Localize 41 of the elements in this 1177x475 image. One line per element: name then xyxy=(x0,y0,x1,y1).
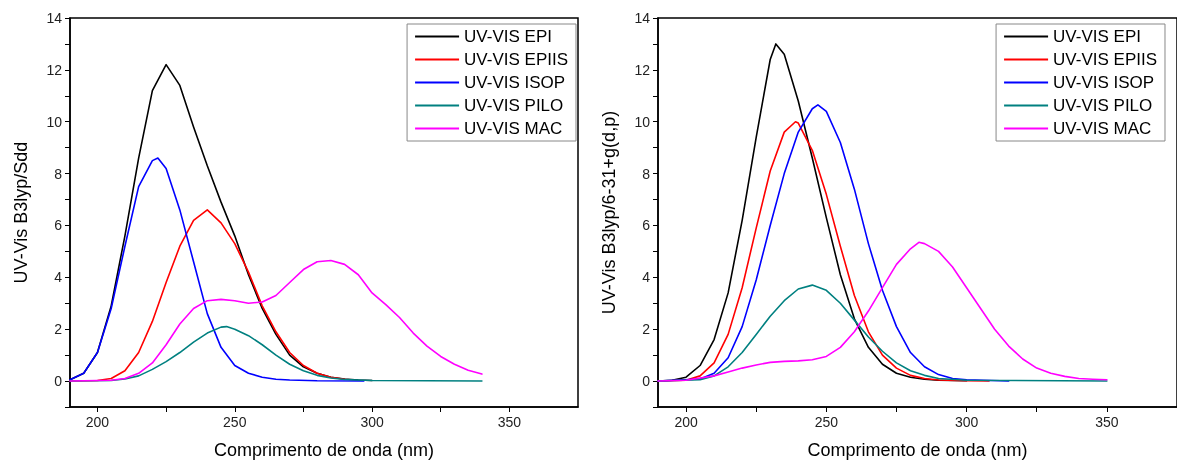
line-series xyxy=(69,259,483,382)
legend-label: UV-VIS MAC xyxy=(1053,119,1152,138)
line-series xyxy=(657,241,1108,382)
x-tick-label: 300 xyxy=(360,414,384,430)
y-tick-label: 4 xyxy=(54,269,63,286)
line-series xyxy=(69,157,365,382)
x-tick-label: 250 xyxy=(223,414,247,430)
y-tick-label: 0 xyxy=(642,373,651,390)
x-tick-label: 250 xyxy=(814,414,839,430)
x-axis-title: Comprimento de onda (nm) xyxy=(213,440,435,460)
legend-label: UV-VIS ISOP xyxy=(1053,73,1155,92)
x-tick-label: 200 xyxy=(85,414,110,430)
y-tick-label: 0 xyxy=(54,373,63,390)
y-tick-label: 10 xyxy=(634,113,651,130)
y-tick-label: 2 xyxy=(54,321,63,338)
x-tick-label: 350 xyxy=(497,414,522,430)
legend-label: UV-VIS EPI xyxy=(464,27,552,46)
y-tick-label: 4 xyxy=(642,269,651,286)
legend-label: UV-VIS PILO xyxy=(464,96,564,115)
y-axis-title: UV-Vis B3lyp/6-31+g(d,p) xyxy=(599,110,619,315)
x-axis-title: Comprimento de onda (nm) xyxy=(807,440,1028,460)
y-tick-label: 12 xyxy=(46,61,63,78)
y-tick-label: 14 xyxy=(634,10,651,26)
y-tick-label: 2 xyxy=(642,321,651,338)
x-tick-label: 300 xyxy=(954,414,979,430)
legend-label: UV-VIS ISOP xyxy=(464,73,566,92)
y-tick-label: 12 xyxy=(634,61,651,78)
x-tick-label: 350 xyxy=(1095,414,1119,430)
legend-label: UV-VIS EPIIS xyxy=(1053,50,1158,69)
legend-label: UV-VIS MAC xyxy=(464,119,563,138)
y-tick-label: 6 xyxy=(54,217,63,234)
x-tick-label: 200 xyxy=(674,414,698,430)
y-tick-label: 6 xyxy=(642,217,651,234)
y-axis-title: UV-Vis B3lyp/Sdd xyxy=(11,141,31,284)
legend-label: UV-VIS PILO xyxy=(1053,96,1153,115)
legend-label: UV-VIS EPIIS xyxy=(464,50,569,69)
y-tick-label: 14 xyxy=(46,10,63,26)
legend-label: UV-VIS EPI xyxy=(1053,27,1141,46)
y-tick-label: 8 xyxy=(642,165,651,182)
y-tick-label: 8 xyxy=(54,165,63,182)
y-tick-label: 10 xyxy=(46,113,63,130)
